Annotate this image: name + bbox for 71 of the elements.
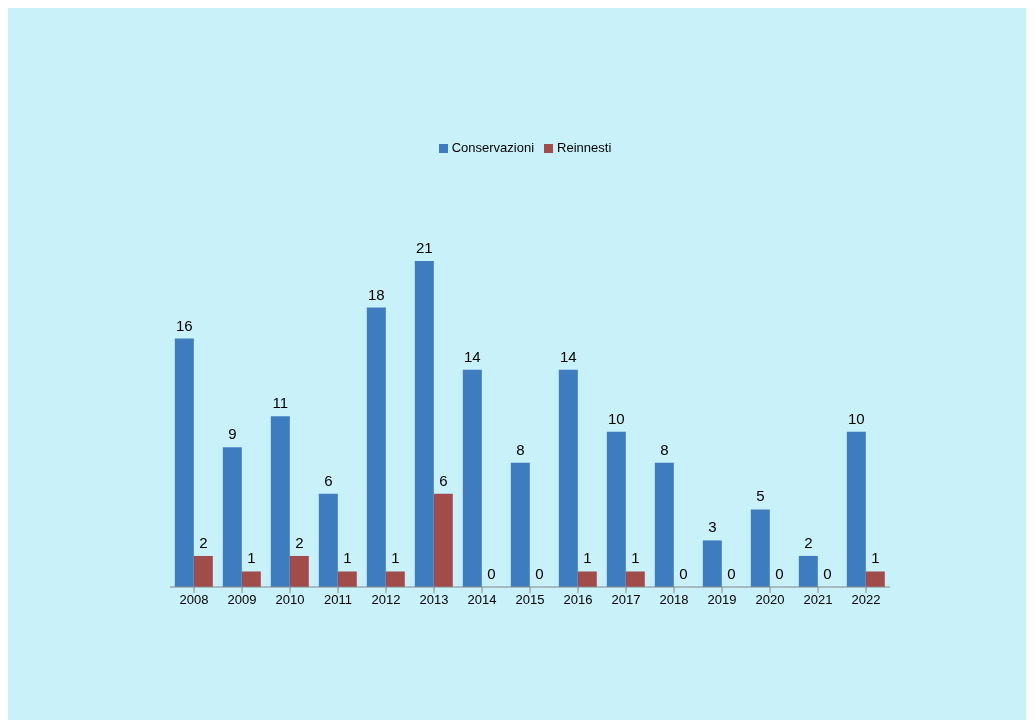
bar [558, 369, 578, 587]
data-label: 1 [583, 549, 592, 567]
x-tick-label: 2021 [803, 592, 833, 608]
legend-label: Reinnesti [557, 140, 612, 155]
data-label: 10 [847, 409, 865, 427]
bar [174, 338, 194, 587]
bar [337, 571, 357, 587]
data-label: 0 [487, 564, 496, 582]
bar [462, 369, 482, 587]
bar [865, 571, 885, 587]
data-label: 2 [295, 533, 304, 551]
data-label: 0 [679, 564, 688, 582]
bar [289, 555, 309, 587]
bar [750, 509, 770, 587]
data-label: 0 [535, 564, 544, 582]
bar [241, 571, 261, 587]
x-tick-label: 2018 [659, 592, 689, 608]
data-label: 3 [708, 518, 717, 536]
bar [222, 447, 242, 587]
x-tick-label: 2022 [851, 592, 881, 608]
data-label: 6 [324, 471, 333, 489]
bar [625, 571, 645, 587]
data-label: 16 [175, 316, 193, 334]
data-label: 1 [631, 549, 640, 567]
bar [846, 431, 866, 587]
data-label: 14 [463, 347, 481, 365]
data-label: 18 [367, 285, 385, 303]
data-label: 10 [607, 409, 625, 427]
data-label: 2 [804, 533, 813, 551]
x-tick-label: 2012 [371, 592, 401, 608]
data-label: 0 [823, 564, 832, 582]
bar [702, 540, 722, 587]
x-tick-label: 2015 [515, 592, 545, 608]
x-tick-label: 2017 [611, 592, 641, 608]
bar [414, 261, 434, 587]
data-label: 8 [516, 440, 525, 458]
bar [606, 431, 626, 587]
bar [510, 462, 530, 587]
x-tick-label: 2010 [275, 592, 305, 608]
legend-label: Conservazioni [451, 140, 535, 155]
x-tick-label: 2019 [707, 592, 737, 608]
data-label: 9 [228, 425, 237, 443]
data-label: 14 [559, 347, 577, 365]
bar [385, 571, 405, 587]
x-tick-label: 2016 [563, 592, 593, 608]
data-label: 21 [415, 239, 433, 256]
bar [318, 493, 338, 587]
x-tick-label: 2014 [467, 592, 497, 608]
data-label: 1 [247, 549, 256, 567]
bar [193, 555, 213, 587]
bar [270, 416, 290, 587]
x-tick-label: 2020 [755, 592, 785, 608]
x-tick-label: 2009 [227, 592, 257, 608]
data-label: 6 [439, 471, 448, 489]
data-label: 1 [391, 549, 400, 567]
data-label: 5 [756, 487, 765, 505]
x-tick-label: 2008 [179, 592, 209, 608]
data-label: 1 [343, 549, 352, 567]
bar [654, 462, 674, 587]
bar [577, 571, 597, 587]
data-label: 8 [660, 440, 669, 458]
data-label: 2 [199, 533, 208, 551]
bar [798, 555, 818, 587]
bar [366, 307, 386, 587]
bar [433, 493, 453, 587]
x-tick-label: 2013 [419, 592, 449, 608]
data-label: 0 [775, 564, 784, 582]
data-label: 0 [727, 564, 736, 582]
data-label: 1 [871, 549, 880, 567]
data-label: 11 [272, 394, 289, 412]
x-tick-label: 2011 [324, 592, 352, 608]
